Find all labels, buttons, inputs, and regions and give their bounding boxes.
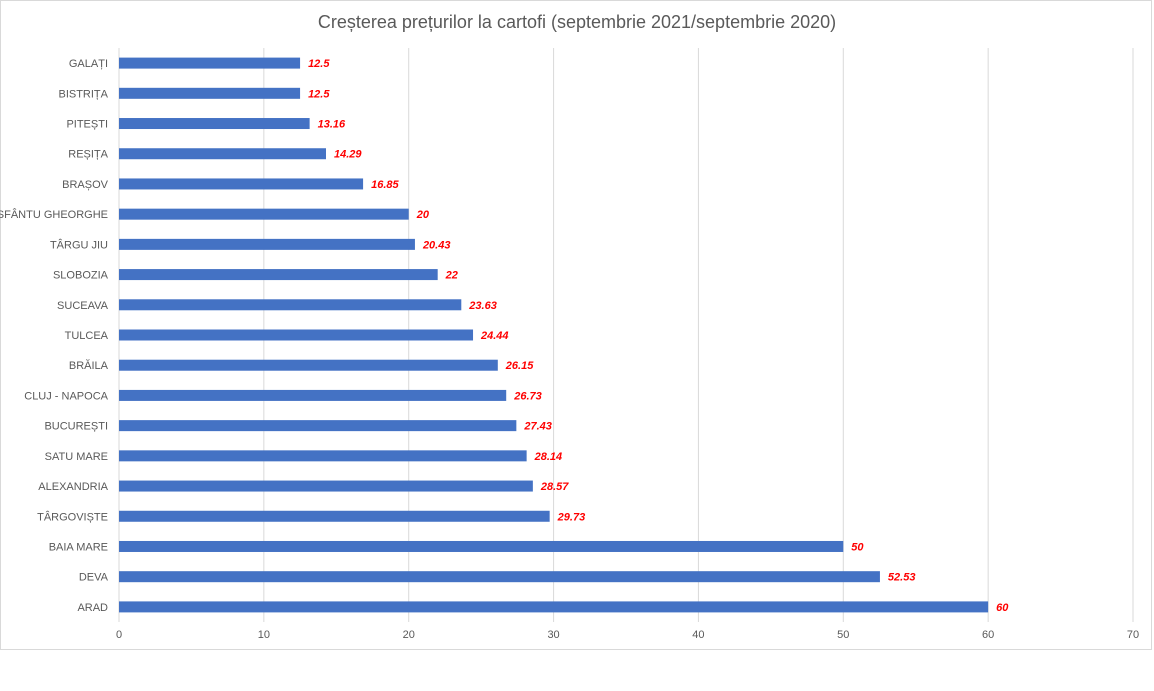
data-label: 23.63 [468,300,497,312]
x-tick-label: 40 [692,629,704,641]
data-label: 20.43 [422,239,451,251]
chart-title: Creșterea prețurilor la cartofi (septemb… [318,12,836,32]
bar [119,359,498,371]
bar [119,540,844,552]
category-label: SLOBOZIA [53,270,109,282]
bar [119,329,474,341]
category-label: ALEXANDRIA [38,481,108,493]
category-label: ARAD [77,602,108,614]
bar [119,571,880,583]
bar [119,450,527,462]
category-label: TULCEA [65,330,109,342]
x-tick-label: 10 [258,629,270,641]
bar [119,510,550,522]
gridlines [118,48,1134,622]
bar [119,238,415,250]
bar [119,269,438,281]
x-tick-label: 70 [1127,629,1139,641]
data-label: 52.53 [888,572,916,584]
data-label: 13.16 [318,119,346,131]
category-label: CLUJ - NAPOCA [24,390,108,402]
category-label: PITEȘTI [66,119,108,131]
category-label: DEVA [79,572,109,584]
category-label: BISTRIȚA [58,88,108,100]
x-tick-label: 0 [116,629,122,641]
x-tick-label: 20 [403,629,415,641]
data-label: 28.57 [540,481,569,493]
category-label: BRĂILA [69,359,109,372]
bar [119,420,517,432]
x-tick-label: 50 [837,629,849,641]
x-tick-label: 60 [982,629,994,641]
x-axis-ticks: 0 10 20 30 40 50 60 70 [116,629,1139,641]
category-label: TÂRGU JIU [50,238,108,251]
category-label: BAIA MARE [49,541,108,553]
data-label: 20 [416,209,430,221]
data-label: 50 [851,541,864,553]
data-label: 24.44 [480,330,509,342]
data-label: 14.29 [334,149,362,161]
bar [119,148,327,160]
bar [119,389,507,401]
data-label: 26.15 [505,360,534,372]
bar [119,208,409,220]
data-label: 26.73 [513,390,542,402]
data-label: 12.5 [308,58,330,70]
category-label: GALAȚI [69,58,108,70]
bar [119,118,310,130]
category-label: BUCUREȘTI [44,421,108,433]
bar [119,299,462,311]
bar [119,57,301,69]
x-tick-label: 30 [547,629,559,641]
data-labels: 12.5 12.5 13.16 14.29 16.85 20 20.43 22 23.63 24.… [308,58,1009,614]
category-label: SFÂNTU GHEORGHE [0,208,108,221]
category-label: REȘIȚA [68,149,108,161]
data-label: 28.14 [534,451,563,463]
category-label: SATU MARE [45,451,108,463]
category-label: BRAȘOV [62,179,109,191]
bar [119,480,533,492]
data-label: 27.43 [523,421,552,433]
bar [119,601,989,613]
data-label: 60 [996,602,1009,614]
data-label: 29.73 [557,511,586,523]
data-label: 22 [445,270,458,282]
data-label: 12.5 [308,88,330,100]
category-labels: GALAȚI BISTRIȚA PITEȘTI REȘIȚA BRAȘOV SFÂNTU … [0,58,109,614]
bar [119,87,301,99]
category-label: TÂRGOVIȘTE [37,510,108,523]
category-label: SUCEAVA [57,300,109,312]
bars [119,57,989,613]
data-label: 16.85 [371,179,399,191]
bar [119,178,364,190]
